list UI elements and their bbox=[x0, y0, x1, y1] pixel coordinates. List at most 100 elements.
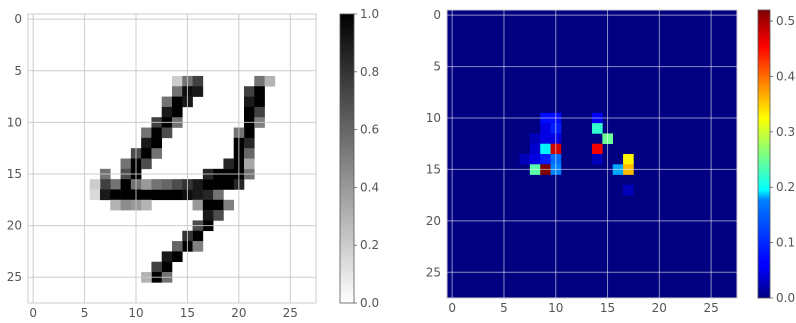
left-pixel-cell bbox=[110, 179, 121, 190]
left-pixel-cell bbox=[110, 189, 121, 201]
right-pixel-cell bbox=[529, 133, 541, 145]
right-x-tick-label: 25 bbox=[703, 301, 718, 315]
left-pixel-cell bbox=[151, 179, 163, 190]
left-pixel-cell bbox=[110, 199, 121, 211]
left-pixel-cell bbox=[161, 127, 173, 139]
right-axes-frame bbox=[446, 9, 738, 299]
left-pixel-cell bbox=[213, 199, 224, 211]
right-pixel-cell bbox=[592, 123, 603, 134]
left-pixel-cell bbox=[141, 137, 152, 149]
right-y-tick-label: 5 bbox=[433, 60, 441, 74]
left-y-tick-label: 5 bbox=[14, 64, 22, 78]
left-colorbar-tick-label: 0.6 bbox=[360, 123, 379, 137]
left-pixel-cell bbox=[213, 179, 224, 190]
left-pixel-cell bbox=[244, 137, 255, 149]
right-pixel-cell bbox=[592, 154, 603, 165]
left-pixel-cell bbox=[172, 75, 183, 87]
left-pixel-cell bbox=[213, 210, 224, 221]
left-pixel-cell bbox=[120, 158, 132, 170]
saliency-colorbar: 0.0 0.1 0.2 0.3 0.4 0.5 bbox=[757, 9, 795, 305]
right-pixel-cell bbox=[529, 143, 541, 155]
left-pixel-cell bbox=[202, 199, 214, 211]
left-pixel-cell bbox=[89, 189, 101, 201]
left-y-tick-label: 20 bbox=[7, 219, 22, 233]
right-x-tick-label: 0 bbox=[448, 301, 456, 315]
left-pixel-cell bbox=[172, 86, 183, 97]
right-pixel-cell bbox=[623, 154, 634, 165]
left-pixel-cell bbox=[244, 96, 255, 108]
right-x-tick-label: 10 bbox=[548, 301, 563, 315]
left-pixel-cell bbox=[151, 137, 163, 149]
left-pixel-cell bbox=[151, 127, 163, 139]
left-pixel-cell bbox=[141, 158, 152, 170]
left-pixel-cell bbox=[89, 179, 101, 190]
right-pixel-cell bbox=[623, 184, 634, 196]
right-y-tick-label: 10 bbox=[426, 111, 441, 125]
left-pixel-cell bbox=[264, 75, 276, 87]
left-colorbar-tick-label: 0.8 bbox=[360, 65, 379, 79]
right-pixel-cell bbox=[540, 133, 551, 145]
right-x-tick-label: 15 bbox=[600, 301, 615, 315]
right-x-tick-label: 5 bbox=[500, 301, 508, 315]
left-pixel-cell bbox=[254, 86, 265, 97]
right-colorbar-tick-label: 0.3 bbox=[776, 125, 795, 139]
left-pixel-cell bbox=[223, 158, 235, 170]
left-axes-frame bbox=[27, 13, 317, 304]
left-pixel-cell bbox=[141, 127, 152, 139]
right-colorbar-tick-label: 0.2 bbox=[776, 180, 795, 194]
left-pixel-cell bbox=[192, 75, 204, 87]
left-colorbar-tick-label: 0.2 bbox=[360, 238, 379, 252]
left-pixel-cell bbox=[120, 189, 132, 201]
right-pixel-cell bbox=[540, 123, 551, 134]
saliency-heatmap: 0 5 10 15 20 25 0 5 10 15 20 25 bbox=[426, 8, 738, 315]
left-colorbar-tick-label: 1.0 bbox=[360, 7, 379, 21]
left-y-tick-label: 0 bbox=[14, 12, 22, 26]
right-x-tick-label: 20 bbox=[652, 301, 667, 315]
left-pixel-cell bbox=[192, 199, 204, 211]
left-pixel-cell bbox=[151, 148, 163, 159]
left-pixel-cell bbox=[161, 96, 173, 108]
left-pixel-cell bbox=[192, 86, 204, 97]
left-pixel-cell bbox=[141, 179, 152, 190]
right-pixel-cell bbox=[529, 154, 541, 165]
left-x-tick-label: 20 bbox=[231, 306, 246, 320]
left-pixel-cell bbox=[254, 106, 265, 118]
right-colorbar-tick-label: 0.1 bbox=[776, 236, 795, 250]
left-y-tick-label: 15 bbox=[7, 167, 22, 181]
left-y-tick-label: 25 bbox=[7, 270, 22, 284]
left-pixel-cell bbox=[120, 199, 132, 211]
left-pixel-cell bbox=[244, 158, 255, 170]
left-pixel-cell bbox=[172, 96, 183, 108]
left-pixel-cell bbox=[202, 210, 214, 221]
left-x-tick-label: 5 bbox=[81, 306, 89, 320]
left-pixel-cell bbox=[151, 189, 163, 201]
left-pixel-cell bbox=[202, 179, 214, 190]
left-pixel-cell bbox=[141, 199, 152, 211]
left-pixel-cell bbox=[161, 189, 173, 201]
left-y-tick-label: 10 bbox=[7, 115, 22, 129]
left-pixel-cell bbox=[223, 179, 235, 190]
left-pixel-cell bbox=[223, 199, 235, 211]
right-colorbar-tick-label: 0.5 bbox=[776, 14, 795, 28]
left-pixel-cell bbox=[100, 189, 111, 201]
left-pixel-cell bbox=[172, 106, 183, 118]
left-x-tick-label: 10 bbox=[128, 306, 143, 320]
left-pixel-cell bbox=[141, 189, 152, 201]
right-y-tick-label: 0 bbox=[433, 8, 441, 22]
left-x-tick-label: 25 bbox=[283, 306, 298, 320]
right-y-tick-label: 15 bbox=[426, 162, 441, 176]
left-colorbar-tick-label: 0.4 bbox=[360, 180, 379, 194]
right-colorbar-gradient bbox=[757, 9, 771, 299]
right-colorbar-tick-label: 0.0 bbox=[776, 291, 795, 305]
left-pixel-cell bbox=[161, 251, 173, 263]
left-pixel-cell bbox=[244, 148, 255, 159]
left-pixel-cell bbox=[172, 179, 183, 190]
left-pixel-cell bbox=[161, 179, 173, 190]
digit-image-heatmap: 0 5 10 15 20 25 0 5 10 15 20 25 bbox=[7, 12, 317, 320]
left-pixel-cell bbox=[244, 127, 255, 139]
left-pixel-cell bbox=[192, 230, 204, 242]
right-y-tick-label: 20 bbox=[426, 214, 441, 228]
right-pixel-cell bbox=[540, 143, 551, 155]
digit-image-colorbar: 0.0 0.2 0.4 0.6 0.8 1.0 bbox=[339, 7, 379, 310]
left-pixel-cell bbox=[141, 148, 152, 159]
